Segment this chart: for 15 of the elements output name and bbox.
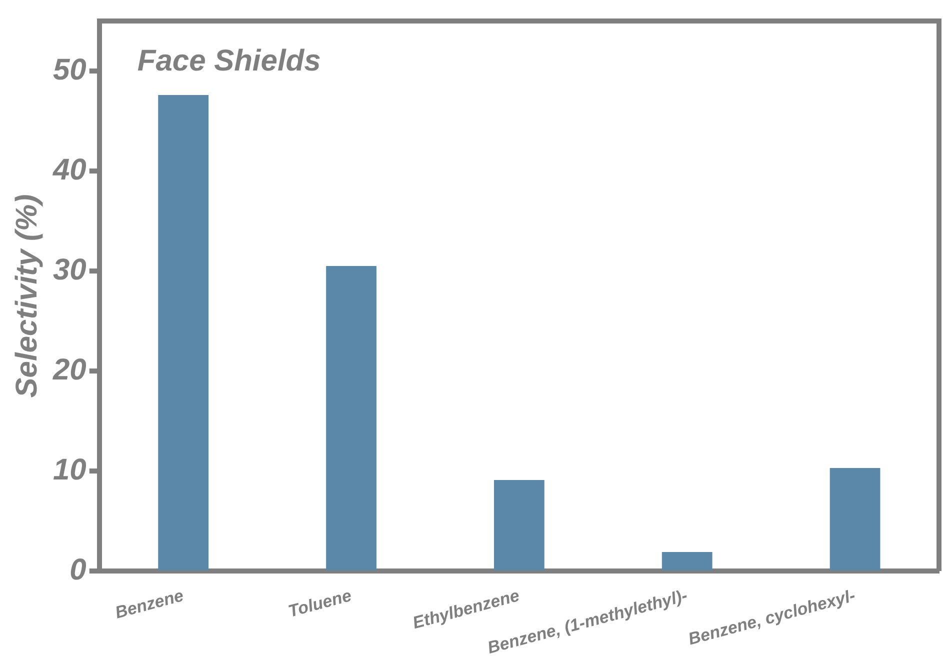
x-tick-label: Benzene: [113, 586, 186, 622]
y-tick-label: 30: [52, 253, 87, 286]
bar: [158, 95, 209, 570]
y-axis-title: Selectivity (%): [10, 194, 44, 398]
bar: [830, 468, 880, 570]
bar: [494, 480, 544, 570]
text: Face Shields: [137, 44, 321, 78]
y-tick-label: 40: [52, 153, 87, 186]
x-tick-label: Toluene: [286, 586, 354, 621]
y-tick-label: 50: [52, 53, 87, 86]
y-tick-label: 10: [52, 453, 87, 486]
bar: [662, 552, 712, 570]
y-tick-label: 0: [70, 553, 87, 586]
bar: [326, 266, 376, 570]
y-tick-label: 20: [52, 353, 87, 386]
